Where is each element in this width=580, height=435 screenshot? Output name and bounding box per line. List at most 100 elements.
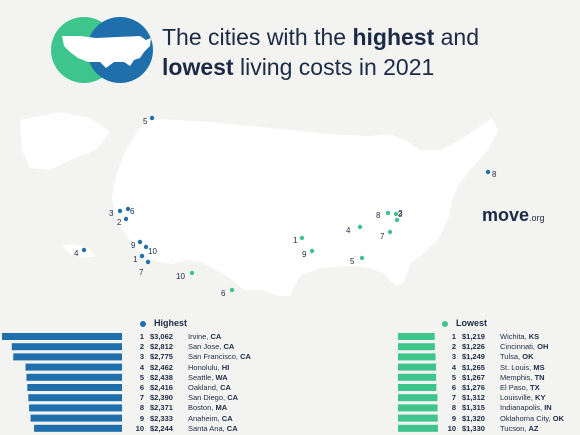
- state: HI: [221, 362, 230, 372]
- highest-row: 2 $2,812 San Jose, CA: [130, 342, 234, 352]
- state: TX: [530, 383, 540, 392]
- lowest-marker-label-3: 9: [302, 250, 307, 259]
- state: OK: [552, 413, 565, 423]
- rank: 2: [451, 342, 456, 352]
- us-map-shape: [112, 118, 498, 296]
- bar-chart: [2, 333, 438, 432]
- rank: 4: [451, 362, 456, 372]
- legend-lowest: Lowest: [442, 318, 487, 328]
- cost: $1,330: [462, 423, 485, 433]
- cost: $1,219: [462, 332, 485, 341]
- state: MS: [533, 362, 545, 372]
- lowest-marker-label-8: 5: [350, 257, 355, 266]
- highest-marker-6: [137, 239, 143, 245]
- lowest-row: 9 $1,320 Oklahoma City, OK: [442, 414, 564, 424]
- cost: $1,249: [462, 352, 485, 362]
- highest-bar-7: [28, 394, 123, 402]
- rank: 9: [139, 413, 144, 423]
- page-title: The cities with the highest and lowest l…: [162, 24, 480, 80]
- highest-marker-label-4: 2: [117, 218, 122, 227]
- lowest-dot-icon: [442, 320, 448, 327]
- state: CA: [221, 413, 233, 423]
- city: Seattle,: [188, 372, 216, 382]
- city: Louisville,: [500, 393, 536, 403]
- rank: 7: [451, 393, 456, 403]
- brand-name: move: [482, 205, 530, 225]
- lowest-marker-3: [309, 248, 315, 254]
- highest-row: 1 $3,062 Irvine, CA: [130, 332, 222, 342]
- rank: 4: [139, 362, 144, 372]
- cost: $2,812: [150, 342, 173, 352]
- cost: $1,315: [462, 403, 485, 413]
- highest-row: 10 $2,244 Santa Ana, CA: [130, 424, 238, 434]
- lowest-bar-1: [398, 333, 435, 340]
- city: Oakland,: [188, 383, 221, 392]
- cost: $2,371: [150, 403, 173, 413]
- lowest-marker-label-5: 8: [376, 211, 381, 220]
- city: Indianapolis,: [500, 403, 545, 413]
- state: CA: [220, 383, 231, 392]
- lowest-bar-4: [398, 363, 437, 371]
- lowest-row: 3 $1,249 Tulsa, OK: [442, 352, 534, 362]
- lowest-row: 6 $1,276 El Paso, TX: [442, 383, 540, 393]
- lowest-marker-5: [385, 210, 391, 216]
- us-logo-icon: [51, 17, 153, 83]
- state: KY: [535, 393, 546, 403]
- highest-marker-4: [123, 216, 129, 222]
- highest-row: 9 $2,333 Anaheim, CA: [130, 414, 233, 424]
- rank: 3: [139, 352, 144, 362]
- lowest-marker-label-1: 1: [293, 236, 298, 245]
- cost: $2,438: [150, 372, 173, 382]
- rank: 6: [451, 383, 456, 392]
- lowest-marker-10: [189, 270, 195, 276]
- highest-row: 4 $2,462 Honolulu, HI: [130, 363, 229, 373]
- city: Wichita,: [500, 332, 529, 341]
- highest-marker-1: [149, 115, 155, 121]
- cost: $2,775: [150, 352, 173, 362]
- lowest-marker-1: [299, 235, 305, 241]
- rank: 2: [139, 342, 144, 352]
- lowest-marker-label-10: 10: [176, 272, 185, 281]
- highest-marker-5: [81, 247, 87, 253]
- lowest-bar-8: [398, 404, 438, 412]
- city: Boston,: [188, 403, 216, 413]
- rank: 1: [139, 332, 144, 341]
- rank: 10: [447, 423, 456, 433]
- highest-bar-4: [25, 363, 122, 371]
- rank: 8: [139, 403, 144, 413]
- highest-row: 6 $2,416 Oakland, CA: [130, 383, 231, 393]
- cost: $2,390: [150, 393, 173, 403]
- highest-marker-label-1: 5: [143, 117, 148, 126]
- rank: 7: [139, 393, 144, 403]
- lowest-row: 4 $1,265 St. Louis, MS: [442, 363, 545, 373]
- city: San Diego,: [188, 393, 228, 403]
- lowest-marker-7: [387, 229, 393, 235]
- alaska-shape: [20, 112, 110, 170]
- highest-row: 7 $2,390 San Diego, CA: [130, 393, 238, 403]
- state: OK: [522, 352, 534, 362]
- lowest-marker-2: [393, 211, 399, 217]
- highest-marker-label-3: 6: [130, 207, 135, 216]
- rank: 8: [451, 403, 456, 413]
- lowest-marker-label-6: 2: [398, 209, 403, 218]
- city: St. Louis,: [500, 362, 534, 372]
- rank: 10: [135, 423, 144, 433]
- lowest-bar-6: [398, 384, 437, 391]
- rank: 9: [451, 413, 456, 423]
- lowest-bar-5: [398, 373, 437, 381]
- cost: $1,312: [462, 393, 485, 403]
- highest-marker-label-8: 1: [133, 255, 138, 264]
- cost: $2,244: [150, 423, 173, 433]
- lowest-marker-6: [394, 217, 400, 223]
- cost: $1,226: [462, 342, 485, 352]
- lowest-marker-label-4: 4: [346, 226, 351, 235]
- city: Tulsa,: [500, 352, 523, 362]
- lowest-row: 5 $1,267 Memphis, TN: [442, 373, 545, 383]
- lowest-marker-label-7: 7: [380, 232, 385, 241]
- cost: $3,062: [150, 332, 173, 341]
- city: Cincinnati,: [500, 342, 538, 352]
- highest-row: 5 $2,438 Seattle, WA: [130, 373, 228, 383]
- city: Irvine,: [188, 332, 211, 341]
- lowest-bar-9: [398, 414, 438, 422]
